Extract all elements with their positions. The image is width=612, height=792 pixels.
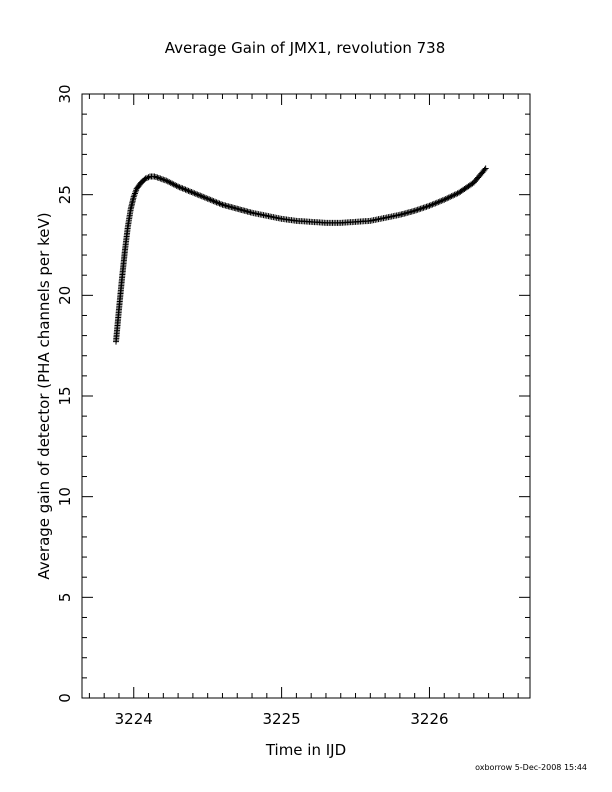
data-point [195, 192, 202, 199]
data-point [441, 196, 448, 203]
data-point [181, 186, 188, 193]
data-point [430, 200, 437, 207]
data-point [444, 195, 451, 202]
data-point [217, 201, 224, 208]
data-point [182, 186, 189, 193]
data-point [216, 200, 223, 207]
data-point [212, 198, 219, 205]
data-point [158, 176, 165, 183]
data-point [417, 205, 424, 212]
data-point [453, 191, 460, 198]
data-point [215, 199, 222, 206]
data-point [194, 191, 201, 198]
data-point [450, 192, 457, 199]
data-point [419, 205, 426, 212]
data-point [436, 198, 443, 205]
data-point [200, 193, 207, 200]
y-tick-label: 20 [56, 286, 74, 305]
data-point [481, 166, 488, 173]
x-tick-labels: 3224 3225 3226 [115, 710, 449, 728]
x-tick-label: 3224 [115, 710, 153, 728]
data-point [201, 194, 208, 201]
chart-title: Average Gain of JMX1, revolution 738 [165, 39, 446, 57]
x-tick-label: 3226 [410, 710, 448, 728]
data-point [155, 175, 162, 182]
data-point [157, 175, 164, 182]
data-point [204, 195, 211, 202]
data-point [175, 183, 182, 190]
data-point [142, 175, 149, 182]
data-point [432, 200, 439, 207]
plot-frame [81, 93, 531, 699]
y-axis-label: Average gain of detector (PHA channels p… [35, 212, 53, 579]
data-point [413, 207, 420, 214]
data-point [176, 184, 183, 191]
data-point [424, 203, 431, 210]
data-point [442, 195, 449, 202]
data-point [414, 206, 421, 213]
data-point [435, 199, 442, 206]
y-tick-labels: 0 5 10 15 20 25 30 [56, 84, 74, 702]
data-point [210, 198, 217, 205]
y-tick-label: 0 [56, 693, 74, 703]
data-point [188, 189, 195, 196]
data-point [189, 189, 196, 196]
data-point [427, 202, 434, 209]
x-axis-label: Time in IJD [265, 741, 346, 759]
data-point [439, 197, 446, 204]
data-point [422, 204, 429, 211]
data-point [426, 202, 433, 209]
data-point [420, 204, 427, 211]
data-point [416, 206, 423, 213]
data-point [160, 176, 167, 183]
data-point [447, 193, 454, 200]
data-point [448, 193, 455, 200]
data-point [429, 201, 436, 208]
data-point [144, 174, 151, 181]
data-point [209, 197, 216, 204]
y-tick-label: 25 [56, 185, 74, 204]
data-point [179, 185, 186, 192]
data-point [173, 182, 180, 189]
y-tick-label: 15 [56, 386, 74, 405]
data-point [161, 177, 168, 184]
data-point [186, 188, 193, 195]
data-point [411, 207, 418, 214]
y-tick-label: 10 [56, 487, 74, 506]
data-point [482, 165, 489, 172]
y-tick-label: 5 [56, 593, 74, 603]
data-point [438, 197, 445, 204]
data-point [451, 191, 458, 198]
data-point [433, 199, 440, 206]
data-point [145, 174, 152, 181]
data-point [423, 203, 430, 210]
axis-ticks [82, 93, 530, 699]
data-point [191, 190, 198, 197]
footer-stamp: oxborrow 5-Dec-2008 15:44 [475, 763, 587, 772]
data-point [192, 190, 199, 197]
data-point [197, 192, 204, 199]
data-point [154, 174, 161, 181]
data-point [178, 184, 185, 191]
data-point [213, 199, 220, 206]
data-point [206, 196, 213, 203]
data-point [207, 196, 214, 203]
x-tick-label: 3225 [263, 710, 301, 728]
data-point [152, 174, 159, 181]
data-point [183, 187, 190, 194]
data-point [198, 193, 205, 200]
data-point [185, 187, 192, 194]
data-points [113, 165, 489, 345]
data-point [151, 173, 158, 180]
data-point [445, 194, 452, 201]
data-point [203, 195, 210, 202]
y-tick-label: 30 [56, 84, 74, 103]
